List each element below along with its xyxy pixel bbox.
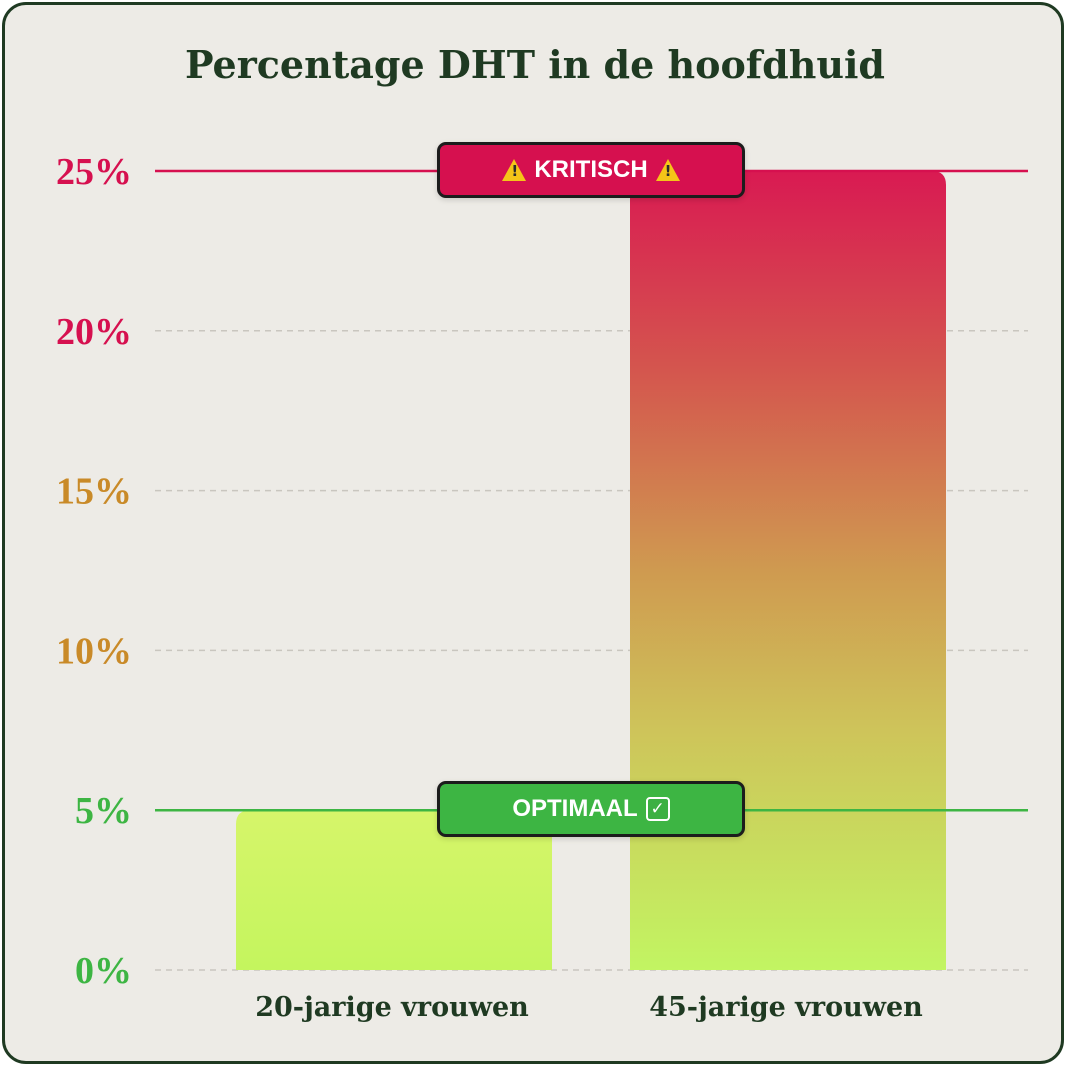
warning-icon (502, 159, 527, 181)
x-tick-label: 20-jarige vrouwen (255, 992, 529, 1023)
x-tick-label: 45-jarige vrouwen (649, 992, 923, 1023)
bar-1 (236, 810, 552, 970)
y-tick-label: 0% (75, 950, 132, 992)
y-tick-label: 5% (75, 790, 132, 832)
bar-2 (630, 171, 946, 970)
critical-badge-label: KRITISCH (534, 156, 648, 183)
critical-badge: KRITISCH (437, 142, 745, 198)
y-tick-label: 15% (56, 471, 132, 513)
y-tick-label: 10% (56, 630, 132, 672)
warning-icon (655, 159, 680, 181)
y-tick-label: 20% (56, 311, 132, 353)
optimal-badge: OPTIMAAL ✓ (437, 781, 745, 838)
optimal-badge-label: OPTIMAAL (512, 795, 638, 823)
check-icon: ✓ (645, 797, 670, 822)
y-tick-label: 25% (56, 151, 132, 193)
chart-title: Percentage DHT in de hoofdhuid (185, 42, 885, 87)
